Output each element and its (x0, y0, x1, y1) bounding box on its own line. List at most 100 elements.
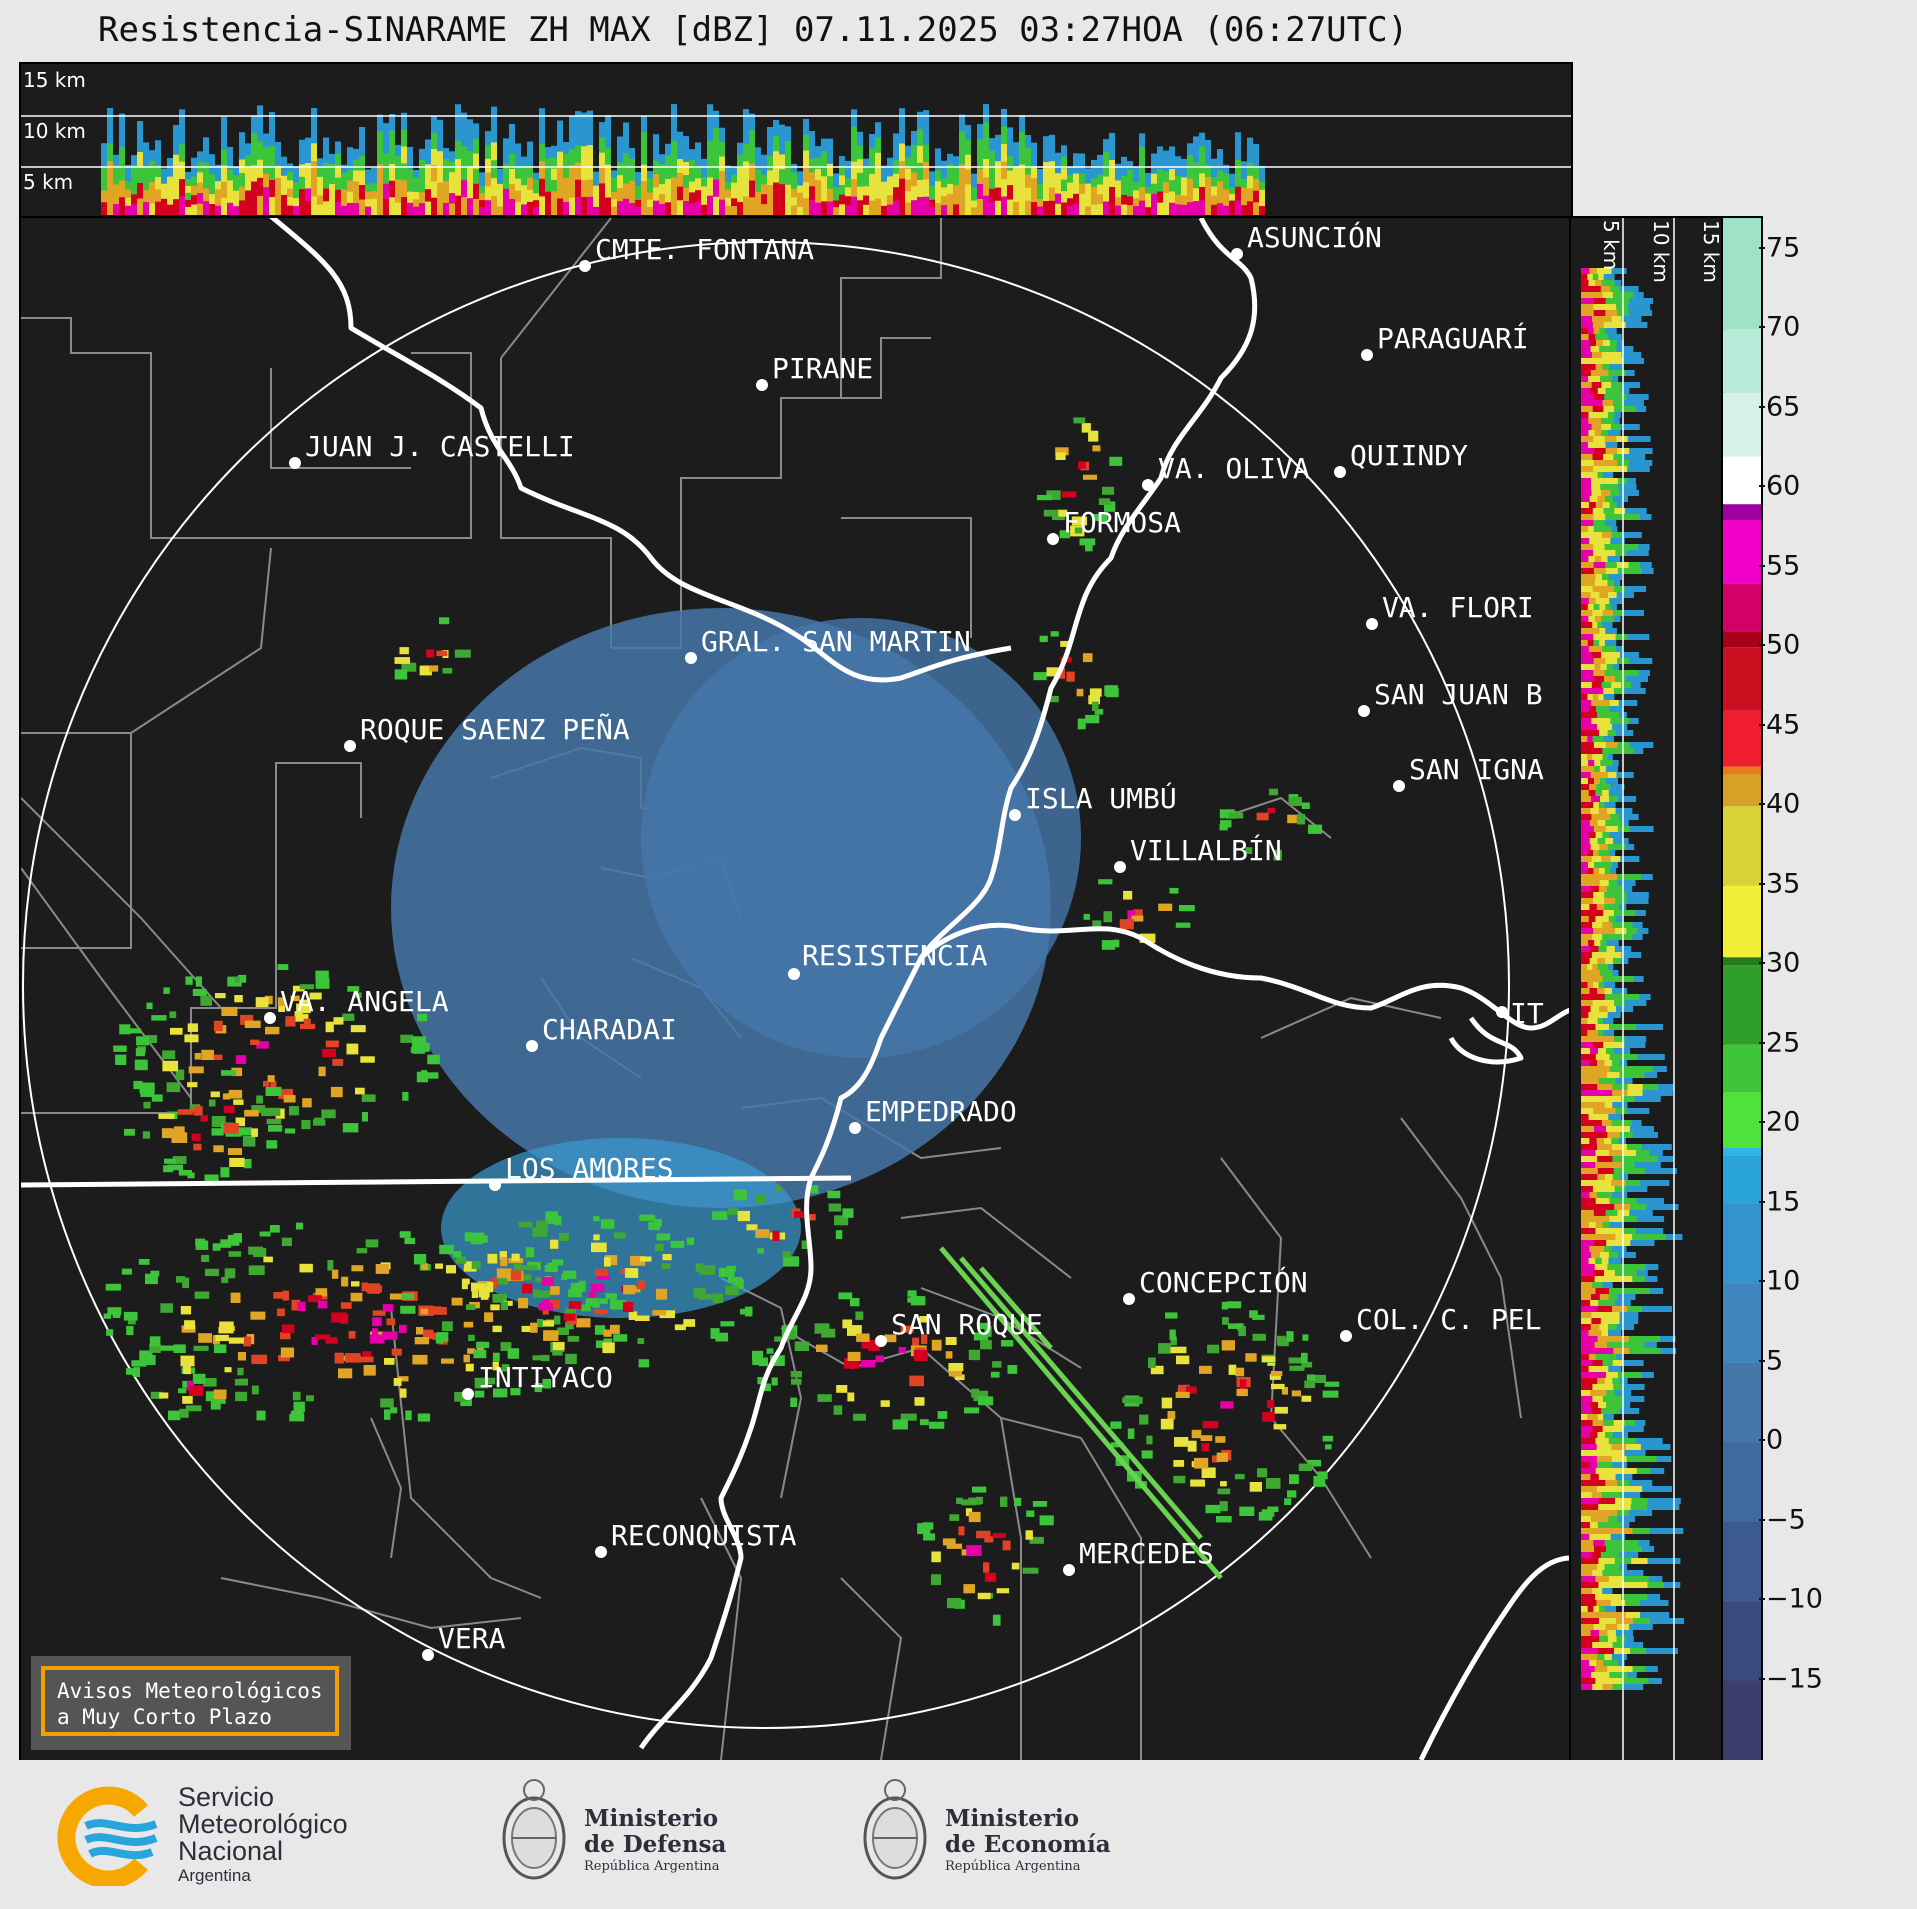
top-echo-pixel (437, 166, 443, 184)
top-echo-pixel (809, 200, 815, 215)
side-echo-pixel (1587, 364, 1596, 370)
side-echo-pixel (1634, 1450, 1646, 1456)
top-echo-pixel (485, 172, 491, 188)
side-echo-pixel (1581, 478, 1591, 484)
storm-echo-pixel (847, 1392, 855, 1402)
storm-echo-pixel (532, 1355, 545, 1361)
top-echo-pixel (269, 163, 275, 182)
top-echo-pixel (605, 115, 611, 133)
side-echo-pixel (1587, 790, 1596, 796)
storm-echo-pixel (794, 1341, 809, 1351)
side-echo-pixel (1634, 1438, 1650, 1444)
storm-echo-pixel (350, 1292, 363, 1302)
storm-echo-pixel (439, 1244, 454, 1255)
side-echo-pixel (1586, 520, 1594, 526)
side-echo-pixel (1593, 862, 1600, 868)
side-echo-pixel (1581, 1228, 1596, 1234)
side-echo-pixel (1603, 904, 1612, 910)
top-echo-pixel (383, 138, 389, 155)
storm-echo-pixel (228, 1337, 244, 1344)
top-echo-pixel (791, 197, 797, 207)
side-echo-pixel (1592, 1270, 1604, 1276)
top-echo-pixel (185, 207, 191, 215)
side-echo-pixel (1608, 1198, 1623, 1204)
colorbar-tick-label: −5 (1766, 1504, 1806, 1536)
storm-echo-pixel (223, 1122, 239, 1134)
side-echo-pixel (1633, 1096, 1648, 1102)
side-echo-pixel (1588, 958, 1598, 964)
side-echo-pixel (1620, 388, 1630, 394)
top-echo-pixel (1133, 190, 1139, 200)
warning-box-frame[interactable]: Avisos Meteorológicos a Muy Corto Plazo (41, 1666, 339, 1736)
side-echo-pixel (1621, 1300, 1631, 1306)
side-echo-pixel (1603, 892, 1616, 898)
side-echo-pixel (1606, 754, 1613, 760)
storm-echo-pixel (306, 1395, 314, 1402)
top-echo-pixel (335, 201, 341, 215)
side-echo-pixel (1591, 532, 1602, 538)
side-echo-pixel (1581, 778, 1588, 784)
storm-echo-pixel (1176, 1355, 1190, 1365)
storm-echo-pixel (1217, 1488, 1231, 1495)
top-echo-pixel (899, 161, 905, 180)
dbz-colorbar (1721, 216, 1763, 1762)
storm-echo-pixel (195, 976, 202, 987)
storm-echo-pixel (380, 1398, 394, 1408)
side-echo-pixel (1581, 586, 1593, 592)
side-echo-pixel (1593, 1072, 1607, 1078)
top-echo-pixel (263, 187, 269, 202)
side-echo-pixel (1596, 1378, 1605, 1384)
top-echo-pixel (197, 151, 203, 163)
side-echo-pixel (1594, 598, 1603, 604)
top-echo-pixel (617, 188, 623, 203)
top-echo-pixel (257, 195, 263, 215)
side-echo-pixel (1615, 844, 1626, 850)
side-echo-pixel (1587, 598, 1596, 604)
top-echo-pixel (401, 146, 407, 165)
storm-echo-pixel (394, 657, 410, 664)
storm-echo-pixel (281, 1237, 292, 1247)
side-echo-pixel (1596, 1084, 1613, 1090)
storm-echo-pixel (595, 1268, 608, 1277)
storm-echo-pixel (273, 1292, 287, 1299)
side-echo-pixel (1622, 610, 1634, 616)
top-echo-pixel (959, 197, 965, 215)
side-echo-pixel (1597, 1030, 1604, 1036)
side-altitude-label-10km: 10 km (1649, 220, 1673, 283)
top-echo-pixel (347, 147, 353, 160)
top-echo-pixel (359, 156, 365, 172)
top-echo-pixel (359, 199, 365, 215)
side-echo-pixel (1599, 1672, 1610, 1678)
storm-echo-pixel (201, 1254, 210, 1262)
storm-echo-pixel (315, 970, 329, 980)
storm-echo-pixel (334, 1352, 344, 1364)
side-echo-pixel (1606, 418, 1614, 424)
top-echo-pixel (1133, 198, 1139, 208)
top-echo-pixel (719, 170, 725, 187)
side-echo-pixel (1581, 1240, 1595, 1246)
warning-box[interactable]: Avisos Meteorológicos a Muy Corto Plazo (31, 1656, 351, 1750)
storm-echo-pixel (289, 1106, 299, 1116)
top-echo-pixel (293, 182, 299, 192)
side-echo-pixel (1633, 1384, 1645, 1390)
top-echo-pixel (1085, 183, 1091, 193)
side-echo-pixel (1602, 406, 1615, 412)
side-echo-pixel (1608, 484, 1619, 490)
storm-echo-pixel (299, 1014, 309, 1022)
storm-echo-pixel (892, 1419, 908, 1430)
dbz-colorbar-scale (1723, 218, 1761, 1760)
top-echo-pixel (1043, 149, 1049, 164)
side-echo-pixel (1581, 292, 1593, 298)
side-echo-pixel (1594, 1222, 1603, 1228)
top-echo-pixel (425, 189, 431, 203)
storm-echo-pixel (1110, 1421, 1122, 1429)
top-echo-pixel (761, 164, 767, 176)
side-echo-pixel (1645, 1504, 1664, 1510)
side-echo-pixel (1581, 1624, 1594, 1630)
storm-echo-pixel (454, 649, 471, 658)
storm-echo-pixel (158, 1113, 175, 1119)
top-echo-pixel (1049, 200, 1055, 215)
top-echo-pixel (881, 189, 887, 199)
top-echo-pixel (113, 194, 119, 206)
top-echo-pixel (179, 144, 185, 163)
